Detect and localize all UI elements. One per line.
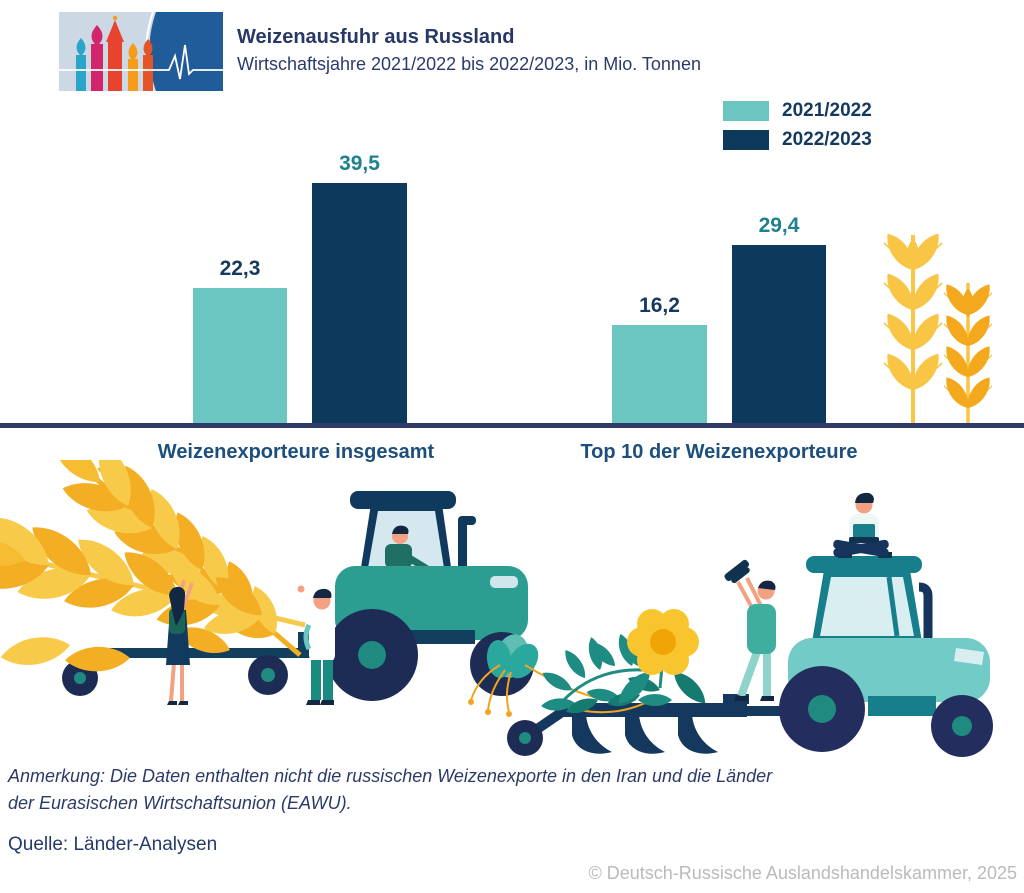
legend-label: 2021/2022	[782, 100, 872, 121]
legend-label: 2022/2023	[782, 129, 872, 150]
tractor-right-roof	[806, 556, 922, 573]
page-title: Weizenausfuhr aus Russland	[237, 26, 515, 48]
legend-item-2022-2023: 2022/2023	[723, 129, 872, 150]
legend-swatch-navy	[723, 130, 769, 150]
bar-value-label: 29,4	[758, 214, 800, 237]
page-subtitle: Wirtschaftsjahre 2021/2022 bis 2022/2023…	[237, 54, 701, 74]
wheat-stalk-short	[940, 280, 996, 423]
person-woman-reaching	[166, 579, 194, 705]
plow-blade	[678, 715, 718, 754]
person-man-pointing	[297, 585, 335, 705]
footnote-line-1: Anmerkung: Die Daten enthalten nicht die…	[8, 766, 773, 786]
chart-legend: 2021/2022 2022/2023	[723, 100, 872, 159]
tractor-right-window	[820, 577, 914, 636]
bar-value-label: 22,3	[219, 257, 261, 280]
plow-blade	[625, 715, 665, 754]
binoculars-icon	[724, 559, 750, 584]
bar-2021-2022-top10: 16,2	[612, 294, 707, 423]
copyright-label: © Deutsch-Russische Auslandshandelskamme…	[588, 863, 1017, 883]
bar-value-label: 39,5	[339, 152, 380, 175]
tractor-right	[779, 492, 993, 757]
category-label-insgesamt: Weizenexporteure insgesamt	[157, 441, 435, 463]
bar-2022-2023-top10: 29,4	[732, 214, 826, 423]
tractor-left-headlight	[490, 576, 518, 588]
tractor-right-exhaust	[918, 582, 933, 638]
footnote: Anmerkung: Die Daten enthalten nicht die…	[8, 763, 772, 817]
tractor-right-headlight	[954, 648, 984, 665]
drahk-logo	[59, 12, 223, 91]
tractor-left	[326, 491, 637, 717]
bar-2021-2022-insgesamt: 22,3	[193, 257, 287, 423]
vine-and-flower-icon	[539, 609, 711, 718]
person-sitting-with-laptop	[833, 492, 889, 558]
teal-bud-flower-icon	[468, 634, 637, 717]
bar-chart: 22,3 39,5 16,2 29,4	[0, 0, 1024, 423]
plow	[507, 694, 800, 756]
wheat-stalk-tall	[880, 229, 946, 423]
footnote-line-2: der Eurasischen Wirtschaftsunion (EAWU).	[8, 793, 352, 813]
farming-illustration	[0, 460, 993, 757]
axis-baseline	[0, 423, 1024, 428]
bar-value-label: 16,2	[639, 294, 680, 317]
wheat-stalks-icon	[880, 229, 996, 423]
bar-2022-2023-insgesamt: 39,5	[312, 152, 407, 423]
tractor-left-exhaust	[458, 520, 467, 570]
pulse-line-icon	[59, 44, 223, 80]
person-with-binoculars	[724, 559, 776, 701]
category-label-top10: Top 10 der Weizenexporteure	[580, 441, 858, 463]
legend-item-2021-2022: 2021/2022	[723, 100, 872, 121]
plow-blade	[572, 715, 612, 754]
legend-swatch-teal	[723, 101, 769, 121]
st-basils-cathedral-icon	[76, 15, 153, 91]
yellow-flower-icon	[613, 609, 711, 709]
laptop-icon	[853, 524, 875, 538]
wheat-branch-icon	[0, 460, 306, 673]
source-label: Quelle: Länder-Analysen	[8, 834, 218, 855]
